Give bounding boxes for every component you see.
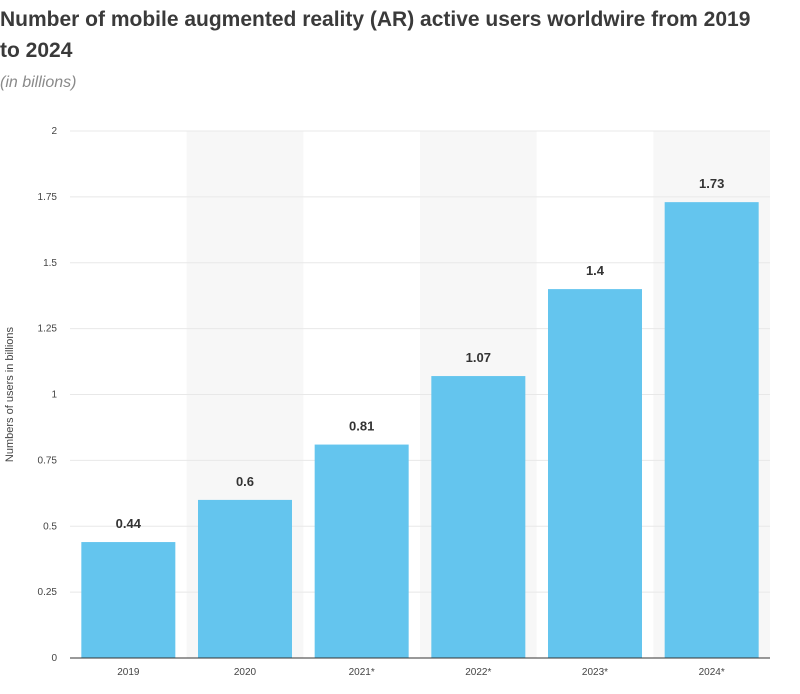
x-tick-label: 2021* [349,667,375,678]
data-label: 0.81 [349,419,374,434]
data-label: 1.73 [699,176,724,191]
y-axis-label: Numbers of users in billions [4,326,16,462]
y-tick-label: 0.5 [43,521,57,532]
x-tick-label: 2024* [699,667,725,678]
chart-title: Number of mobile augmented reality (AR) … [0,8,751,62]
bar-2024* [664,202,759,658]
y-tick-label: 0 [51,653,57,664]
x-tick-label: 2019 [117,667,140,678]
bar-2022* [431,376,526,658]
x-tick-label: 2023* [582,667,608,678]
y-tick-label: 2 [51,126,57,137]
y-tick-label: 1.5 [43,258,57,269]
data-label: 0.6 [236,474,254,489]
bar-2021* [314,444,409,658]
data-label: 0.44 [116,516,142,531]
data-label: 1.4 [586,263,605,278]
y-tick-label: 1 [51,390,57,401]
bar-2019 [81,542,176,658]
y-tick-label: 1.75 [38,192,58,203]
y-tick-label: 1.25 [38,324,58,335]
y-tick-label: 0.25 [38,587,58,598]
chart-subtitle: (in billions) [0,74,77,91]
data-label: 1.07 [466,350,491,365]
y-tick-label: 0.75 [38,455,58,466]
x-tick-label: 2020 [234,667,257,678]
x-tick-label: 2022* [465,667,491,678]
bar-2020 [198,499,292,658]
bar-2023* [548,289,642,658]
